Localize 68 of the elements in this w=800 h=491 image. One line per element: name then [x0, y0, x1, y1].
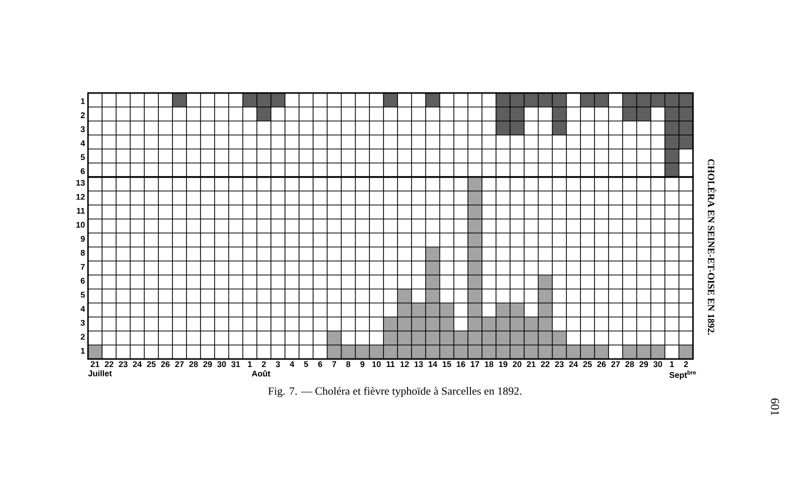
- x-tick-label: 19: [498, 361, 508, 368]
- x-tick-label: 26: [597, 361, 606, 368]
- y-tick-label: 2: [80, 334, 85, 340]
- text: 601: [770, 398, 780, 416]
- x-tick-label: 22: [104, 361, 114, 368]
- y-tick-label: 10: [76, 222, 85, 228]
- text: Juillet: [88, 370, 112, 376]
- x-tick-label: 6: [318, 361, 322, 368]
- y-tick-label: 5: [80, 154, 85, 160]
- x-tick-label: 17: [470, 361, 480, 367]
- x-tick-label: 3: [276, 361, 280, 368]
- y-tick-label: 11: [76, 208, 85, 214]
- x-tick-label: 14: [428, 361, 438, 367]
- x-tick-label: 16: [456, 361, 466, 368]
- x-tick-label: 23: [118, 361, 128, 368]
- x-tick-label: 27: [175, 361, 184, 368]
- x-tick-label: 31: [231, 361, 240, 368]
- x-tick-label: 7: [332, 361, 336, 367]
- text: Fig. 7. — Choléra et fièvre typhoïde à Sarcelles en 1892.: [268, 386, 522, 398]
- x-tick-label: 2: [684, 361, 688, 368]
- text: Août: [252, 370, 270, 377]
- y-tick-label: 2: [80, 112, 85, 118]
- x-tick-label: 30: [653, 361, 662, 368]
- x-tick-label: 24: [569, 361, 578, 368]
- x-tick-label: 25: [583, 361, 592, 368]
- y-tick-label: 13: [76, 180, 85, 186]
- x-tick-label: 30: [217, 361, 226, 368]
- y-tick-label: 3: [80, 320, 85, 326]
- y-tick-label: 4: [80, 306, 86, 312]
- x-tick-label: 1: [248, 361, 252, 367]
- x-tick-label: 18: [484, 361, 494, 368]
- x-tick-label: 10: [372, 361, 381, 368]
- x-tick-label: 24: [132, 361, 142, 368]
- text: Sept$^{bre}$: [669, 370, 696, 380]
- y-tick-label: 1: [81, 98, 85, 104]
- x-tick-label: 9: [360, 361, 364, 368]
- y-tick-label: 6: [80, 278, 85, 284]
- x-tick-label: 12: [400, 361, 409, 368]
- x-tick-label: 29: [639, 361, 648, 368]
- x-tick-label: 27: [611, 361, 620, 368]
- text: CHOLÉRA EN SEINE-ET-OISE EN 1892.: [708, 159, 716, 335]
- y-tick-label: 5: [80, 292, 85, 298]
- y-tick-label: 12: [76, 194, 85, 200]
- x-tick-label: 15: [442, 361, 452, 368]
- y-tick-label: 3: [80, 126, 85, 132]
- y-tick-label: 7: [80, 264, 85, 270]
- x-tick-label: 5: [304, 361, 308, 368]
- x-tick-label: 29: [203, 361, 212, 368]
- x-tick-label: 28: [625, 361, 634, 368]
- x-tick-label: 20: [512, 361, 522, 368]
- y-tick-label: 9: [80, 236, 85, 242]
- x-tick-label: 28: [189, 361, 198, 368]
- x-tick-label: 8: [346, 361, 350, 368]
- x-tick-label: 11: [386, 361, 395, 367]
- x-tick-label: 22: [540, 361, 550, 368]
- y-tick-label: 4: [80, 140, 86, 146]
- y-tick-label: 1: [81, 348, 85, 354]
- x-tick-label: 25: [147, 361, 156, 368]
- x-tick-label: 26: [161, 361, 170, 368]
- x-tick-label: 4: [290, 361, 294, 367]
- x-tick-label: 13: [414, 361, 423, 368]
- x-tick-label: 23: [555, 361, 564, 368]
- x-tick-label: 2: [262, 361, 266, 368]
- x-tick-label: 1: [670, 361, 674, 367]
- x-tick-label: 21: [90, 361, 100, 368]
- y-tick-label: 6: [80, 168, 85, 174]
- y-tick-label: 8: [80, 250, 85, 256]
- x-tick-label: 21: [526, 361, 536, 368]
